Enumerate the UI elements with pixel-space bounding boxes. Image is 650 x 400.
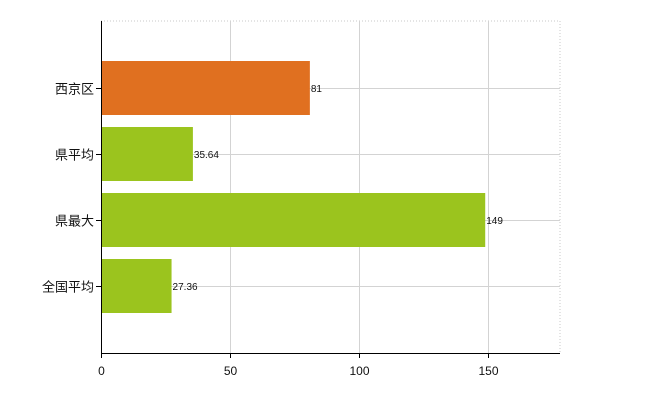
data-label: 149 — [486, 216, 503, 227]
x-tick-label: 50 — [224, 364, 238, 378]
data-label: 81 — [311, 84, 323, 95]
bar — [102, 127, 193, 181]
bar-layer — [102, 61, 486, 313]
axis-layer — [96, 21, 560, 358]
category-label: 県最大 — [55, 214, 94, 229]
data-label: 27.36 — [173, 282, 198, 293]
category-label: 西京区 — [55, 82, 94, 97]
bar — [102, 61, 310, 115]
x-tick-label: 100 — [349, 364, 369, 378]
x-tick-label: 150 — [478, 364, 498, 378]
data-label: 35.64 — [194, 150, 219, 161]
category-label: 全国平均 — [42, 280, 94, 295]
x-tick-label: 0 — [98, 364, 105, 378]
bar — [102, 193, 486, 247]
bar — [102, 259, 172, 313]
category-label: 県平均 — [55, 148, 94, 163]
